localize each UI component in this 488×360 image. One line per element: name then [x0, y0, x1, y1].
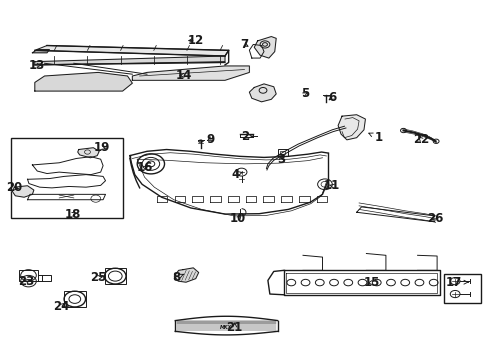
Text: 23: 23 [18, 275, 34, 288]
Bar [11, 138, 122, 218]
Text: 2: 2 [241, 130, 252, 143]
Text: 14: 14 [176, 69, 192, 82]
Text: 19: 19 [94, 141, 110, 154]
Polygon shape [174, 268, 198, 282]
Text: 25: 25 [90, 271, 106, 284]
Bar [19, 270, 38, 281]
Text: 1: 1 [368, 131, 382, 144]
Text: 6: 6 [327, 91, 336, 104]
Bar [64, 291, 85, 307]
Polygon shape [12, 186, 34, 197]
Text: 18: 18 [64, 208, 81, 221]
Polygon shape [35, 56, 224, 65]
Bar [279, 150, 285, 154]
Text: 4: 4 [231, 168, 242, 181]
Text: 12: 12 [187, 33, 203, 47]
Text: 26: 26 [427, 212, 443, 225]
Text: MKX: MKX [220, 324, 232, 329]
Text: 15: 15 [364, 276, 380, 289]
Text: 22: 22 [412, 132, 428, 145]
Text: 24: 24 [53, 300, 69, 313]
Bar [277, 149, 288, 156]
Bar [41, 275, 51, 281]
Polygon shape [254, 37, 276, 58]
Text: 20: 20 [6, 181, 22, 194]
Polygon shape [32, 50, 49, 53]
Text: 5: 5 [300, 87, 308, 100]
Polygon shape [35, 45, 228, 56]
Polygon shape [337, 115, 365, 140]
Text: 13: 13 [29, 59, 45, 72]
Text: 7: 7 [240, 38, 248, 51]
Text: 16: 16 [136, 161, 152, 174]
Text: 21: 21 [226, 320, 243, 333]
Bar [104, 268, 126, 284]
Polygon shape [249, 84, 276, 102]
Text: 10: 10 [229, 212, 246, 225]
Text: 17: 17 [445, 276, 467, 289]
Text: 8: 8 [172, 271, 183, 284]
Polygon shape [78, 148, 99, 158]
Text: 9: 9 [206, 132, 214, 145]
Text: 11: 11 [324, 179, 340, 192]
Bar [444, 274, 480, 303]
Polygon shape [132, 66, 249, 80]
Polygon shape [35, 72, 132, 91]
Text: 3: 3 [276, 153, 285, 166]
